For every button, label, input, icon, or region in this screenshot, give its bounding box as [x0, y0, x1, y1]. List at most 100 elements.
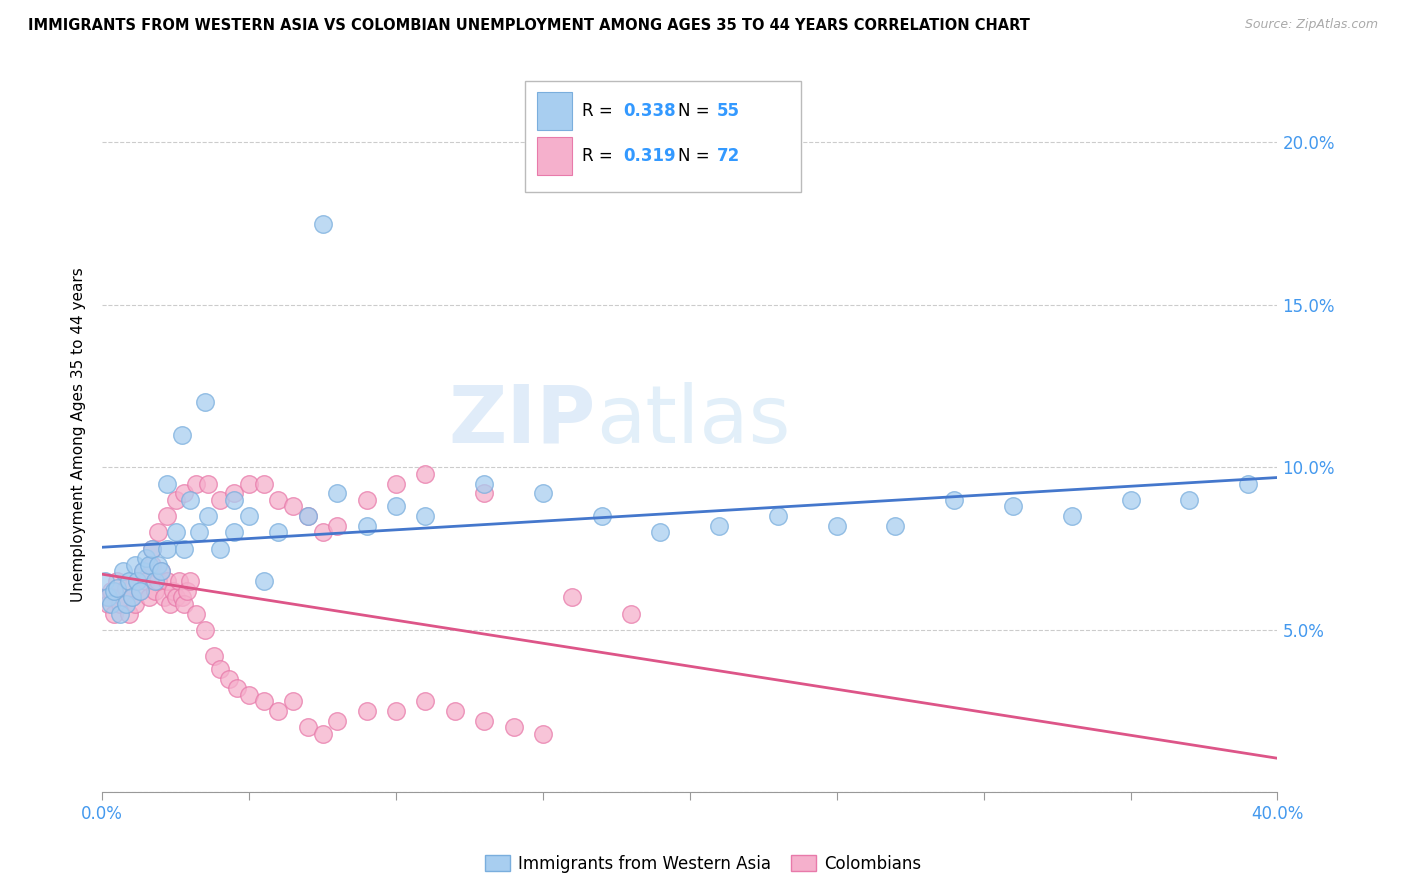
Point [283, 500, 305, 514]
Point [108, 607, 131, 621]
Point [311, 525, 333, 540]
Point [179, 492, 201, 507]
Point [176, 583, 198, 598]
Point [173, 541, 195, 556]
Point [224, 492, 246, 507]
Point [153, 591, 176, 605]
Point [146, 574, 169, 588]
Point [943, 492, 966, 507]
Point [156, 476, 179, 491]
Point [620, 607, 643, 621]
Point [114, 581, 136, 595]
Point [143, 583, 166, 598]
Point [415, 509, 437, 524]
Point [188, 525, 211, 540]
Point [326, 486, 349, 500]
Text: IMMIGRANTS FROM WESTERN ASIA VS COLOMBIAN UNEMPLOYMENT AMONG AGES 35 TO 44 YEARS: IMMIGRANTS FROM WESTERN ASIA VS COLOMBIA… [28, 18, 1031, 33]
Point [124, 597, 146, 611]
Point [385, 500, 408, 514]
Point [326, 519, 349, 533]
Point [385, 704, 408, 718]
Legend: Immigrants from Western Asia, Colombians: Immigrants from Western Asia, Colombians [478, 848, 928, 880]
Point [709, 519, 731, 533]
Point [124, 558, 146, 572]
Point [167, 574, 190, 588]
Point [224, 525, 246, 540]
Point [186, 607, 208, 621]
Point [267, 704, 290, 718]
Text: N =: N = [678, 102, 714, 120]
Point [103, 607, 125, 621]
Point [170, 428, 193, 442]
Point [766, 509, 789, 524]
Point [135, 551, 157, 566]
Point [224, 486, 246, 500]
Point [118, 607, 141, 621]
Point [114, 597, 136, 611]
Point [591, 509, 613, 524]
Point [127, 574, 149, 588]
Point [472, 476, 495, 491]
Point [283, 694, 305, 708]
Point [143, 574, 166, 588]
Point [226, 681, 249, 696]
Point [1237, 476, 1260, 491]
Point [165, 525, 187, 540]
Point [194, 623, 217, 637]
Text: Source: ZipAtlas.com: Source: ZipAtlas.com [1244, 18, 1378, 31]
Point [94, 591, 117, 605]
Point [297, 720, 319, 734]
Point [356, 704, 378, 718]
Point [443, 704, 465, 718]
Point [253, 574, 276, 588]
Point [415, 694, 437, 708]
Point [1060, 509, 1083, 524]
Point [186, 476, 208, 491]
Point [103, 583, 125, 598]
FancyBboxPatch shape [526, 81, 801, 192]
Text: ZIP: ZIP [449, 382, 596, 459]
Point [149, 565, 172, 579]
Point [297, 509, 319, 524]
Point [121, 591, 143, 605]
Text: R =: R = [582, 102, 617, 120]
Point [238, 688, 260, 702]
Point [218, 672, 240, 686]
Point [179, 574, 201, 588]
Point [162, 583, 184, 598]
Point [111, 591, 134, 605]
Point [531, 486, 554, 500]
Point [138, 591, 160, 605]
Point [531, 727, 554, 741]
Point [129, 583, 152, 598]
Point [194, 395, 217, 409]
Point [385, 476, 408, 491]
Point [884, 519, 907, 533]
Text: 0.319: 0.319 [623, 147, 675, 165]
FancyBboxPatch shape [537, 137, 572, 175]
Point [1178, 492, 1201, 507]
Point [253, 476, 276, 491]
Point [1119, 492, 1142, 507]
Point [197, 509, 219, 524]
Point [415, 467, 437, 481]
Point [472, 714, 495, 728]
Point [208, 662, 231, 676]
Y-axis label: Unemployment Among Ages 35 to 44 years: Unemployment Among Ages 35 to 44 years [72, 268, 86, 602]
Point [149, 565, 172, 579]
Point [156, 574, 179, 588]
Point [650, 525, 672, 540]
Point [356, 519, 378, 533]
Point [121, 591, 143, 605]
Point [108, 597, 131, 611]
Point [356, 492, 378, 507]
Point [1001, 500, 1024, 514]
Point [472, 486, 495, 500]
Point [165, 492, 187, 507]
Point [105, 574, 128, 588]
Point [146, 525, 169, 540]
Point [173, 486, 195, 500]
Point [100, 597, 122, 611]
Point [297, 509, 319, 524]
Point [238, 509, 260, 524]
